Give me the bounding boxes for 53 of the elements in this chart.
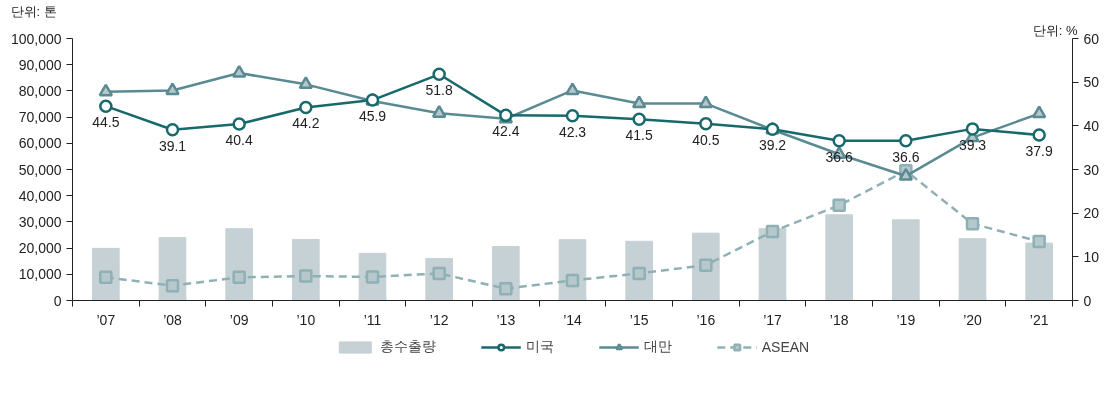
data-label: 44.5: [92, 114, 120, 131]
data-label: 39.3: [958, 136, 987, 153]
data-label: 44.2: [292, 115, 320, 132]
y2-axis-title: 단위: %: [1032, 22, 1078, 38]
data-label: 42.3: [558, 123, 587, 140]
x-tick-label: ’16: [696, 311, 716, 328]
y-tick-label: 100,000: [10, 30, 62, 47]
y-tick-label: 90,000: [18, 56, 62, 73]
data-label: 45.9: [358, 108, 387, 125]
data-label: 40.5: [692, 131, 720, 148]
x-tick-label: ’07: [96, 311, 116, 328]
y-tick-label: 20,000: [18, 240, 62, 257]
data-label: 51.8: [425, 82, 453, 99]
y-tick-label: 40,000: [18, 187, 62, 204]
y2-tick-label: 0: [1083, 292, 1092, 309]
data-label: 42.4: [492, 123, 520, 140]
x-tick-label: ’21: [1029, 311, 1049, 328]
data-label: 39.2: [758, 137, 787, 154]
y-tick-label: 80,000: [18, 82, 62, 99]
y-tick-label: 30,000: [18, 213, 62, 230]
legend-label: 총수출량: [379, 338, 436, 356]
x-tick-label: ’13: [496, 311, 516, 328]
x-tick-label: ’10: [296, 311, 316, 328]
x-tick-label: ’12: [429, 311, 449, 328]
y-tick-label: 10,000: [18, 266, 62, 283]
x-tick-label: ’11: [363, 311, 382, 328]
y2-tick-label: 40: [1083, 117, 1100, 134]
x-tick-label: ’14: [563, 311, 583, 328]
data-label: 40.4: [225, 132, 253, 149]
y-tick-label: 70,000: [18, 109, 62, 126]
y2-tick-label: 30: [1083, 161, 1100, 178]
y2-tick-label: 10: [1083, 248, 1100, 265]
x-tick-label: ’17: [763, 311, 783, 328]
x-tick-label: ’15: [629, 311, 649, 328]
x-tick-label: ’08: [163, 311, 183, 328]
data-label: 39.1: [158, 137, 187, 154]
x-tick-label: ’09: [229, 311, 249, 328]
y2-tick-label: 50: [1083, 74, 1100, 91]
legend-label: 대만: [643, 338, 672, 356]
y-tick-label: 60,000: [18, 135, 62, 152]
data-label: 37.9: [1025, 143, 1053, 159]
x-tick-label: ’20: [963, 311, 983, 328]
data-label: 36.6: [892, 148, 920, 165]
y-tick-label: 0: [53, 292, 62, 309]
data-label: 41.5: [625, 127, 653, 144]
x-tick-label: ’19: [896, 311, 916, 328]
y-axis-title: 단위: 톤: [10, 3, 57, 19]
legend-label: ASEAN: [761, 339, 810, 355]
y2-tick-label: 60: [1083, 30, 1100, 47]
legend-label: 미국: [525, 338, 554, 356]
y2-tick-label: 20: [1083, 205, 1100, 222]
y-tick-label: 50,000: [18, 161, 62, 178]
x-tick-label: ’18: [829, 311, 849, 328]
